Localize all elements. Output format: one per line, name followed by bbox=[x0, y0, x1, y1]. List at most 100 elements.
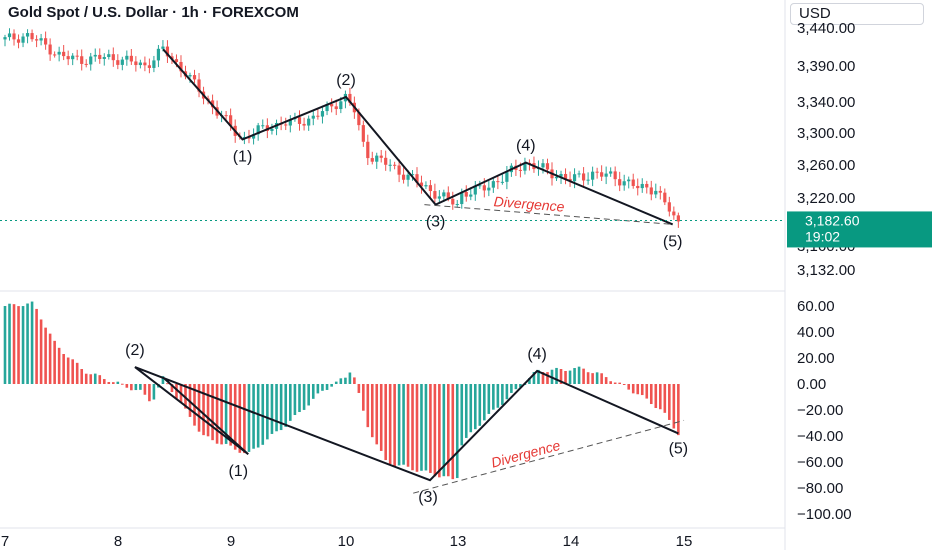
candle bbox=[53, 51, 57, 58]
candle bbox=[600, 165, 604, 181]
candle bbox=[156, 45, 161, 68]
histogram-bar bbox=[26, 303, 29, 384]
oscillator-tick-label: −80.00 bbox=[797, 480, 843, 497]
histogram-bar bbox=[460, 384, 464, 446]
histogram-bar bbox=[238, 384, 242, 453]
histogram-bar bbox=[627, 384, 631, 390]
candle bbox=[563, 168, 568, 185]
histogram-bar bbox=[393, 384, 396, 467]
candle-body bbox=[627, 179, 631, 182]
histogram-bar bbox=[631, 384, 635, 394]
candle-body bbox=[44, 38, 48, 45]
candle bbox=[663, 188, 667, 206]
candle-body bbox=[75, 55, 79, 57]
candle-body bbox=[57, 51, 61, 55]
time-tick-label: 10 bbox=[338, 533, 355, 550]
candle-body bbox=[442, 192, 446, 197]
candle-body bbox=[84, 63, 88, 65]
candle bbox=[25, 29, 30, 44]
time-tick-label: 9 bbox=[227, 533, 235, 550]
histogram-bar bbox=[30, 301, 34, 384]
histogram-bar bbox=[406, 384, 410, 467]
price-divergence-line bbox=[424, 204, 673, 225]
candle bbox=[302, 117, 306, 131]
histogram-bar bbox=[622, 384, 626, 385]
histogram-bar bbox=[66, 357, 70, 384]
histogram-bar bbox=[559, 369, 563, 384]
histogram-bar bbox=[220, 384, 223, 445]
candle bbox=[152, 55, 156, 73]
histogram-bar bbox=[256, 384, 260, 448]
candle-body bbox=[563, 173, 568, 179]
candle bbox=[256, 122, 260, 141]
candle-body bbox=[554, 176, 559, 179]
candle bbox=[676, 212, 680, 228]
candle bbox=[75, 49, 79, 61]
candle-body bbox=[192, 75, 197, 80]
candle-body bbox=[613, 171, 617, 180]
histogram-bar bbox=[496, 384, 500, 408]
candle bbox=[143, 56, 147, 72]
histogram-bar bbox=[353, 377, 356, 384]
candle bbox=[129, 48, 133, 65]
histogram-bar bbox=[35, 308, 38, 384]
histogram-bar bbox=[600, 373, 603, 384]
histogram-bar bbox=[111, 382, 115, 384]
candle bbox=[44, 31, 48, 50]
candle bbox=[622, 174, 626, 191]
candle bbox=[631, 173, 635, 189]
candle bbox=[523, 157, 527, 175]
candle-body bbox=[224, 115, 228, 117]
candle-body bbox=[482, 185, 486, 191]
histogram-bar bbox=[348, 372, 352, 384]
histogram-bar bbox=[447, 384, 450, 477]
candle-body bbox=[242, 136, 246, 138]
histogram-bar bbox=[438, 384, 441, 478]
candle-body bbox=[370, 158, 374, 162]
candle bbox=[595, 167, 599, 179]
candle-body bbox=[464, 191, 468, 197]
candle bbox=[636, 178, 640, 196]
candle-body bbox=[375, 155, 379, 162]
histogram-bar bbox=[229, 384, 232, 446]
candle-body bbox=[311, 115, 315, 119]
candle-body bbox=[636, 185, 640, 189]
histogram-bar bbox=[568, 370, 572, 384]
candle-body bbox=[609, 171, 613, 174]
candle-body bbox=[645, 183, 649, 188]
price-wave-label: (4) bbox=[516, 138, 536, 155]
candle-body bbox=[330, 104, 334, 107]
candle-body bbox=[518, 169, 523, 171]
price-tick-label: 3,220.00 bbox=[797, 190, 855, 207]
candle-body bbox=[288, 119, 292, 126]
candle bbox=[586, 172, 590, 185]
candle bbox=[111, 47, 115, 67]
histogram-bar bbox=[636, 384, 640, 395]
candle-body bbox=[568, 178, 572, 182]
candle-body bbox=[129, 55, 133, 62]
histogram-bar bbox=[591, 373, 594, 384]
candle-body bbox=[586, 179, 590, 181]
candle-body bbox=[138, 62, 142, 66]
candle-body bbox=[469, 194, 473, 197]
candle bbox=[116, 54, 120, 70]
candle-body bbox=[71, 55, 75, 60]
candle-body bbox=[161, 46, 165, 49]
currency-selector[interactable]: USD bbox=[790, 3, 924, 25]
histogram-bar bbox=[93, 373, 97, 384]
oscillator-tick-label: −40.00 bbox=[797, 428, 843, 445]
histogram-bar bbox=[501, 384, 504, 405]
oscillator-tick-label: 40.00 bbox=[797, 324, 835, 341]
histogram-bar bbox=[202, 384, 205, 436]
candle bbox=[487, 180, 491, 197]
candle-body bbox=[125, 55, 129, 60]
candle bbox=[134, 56, 138, 72]
candle bbox=[284, 117, 288, 131]
histogram-bar bbox=[672, 384, 676, 429]
histogram-bar bbox=[397, 384, 401, 466]
histogram-bar bbox=[478, 384, 482, 426]
histogram-bar bbox=[505, 384, 509, 400]
candle-body bbox=[410, 174, 415, 176]
histogram-bar bbox=[84, 373, 88, 384]
